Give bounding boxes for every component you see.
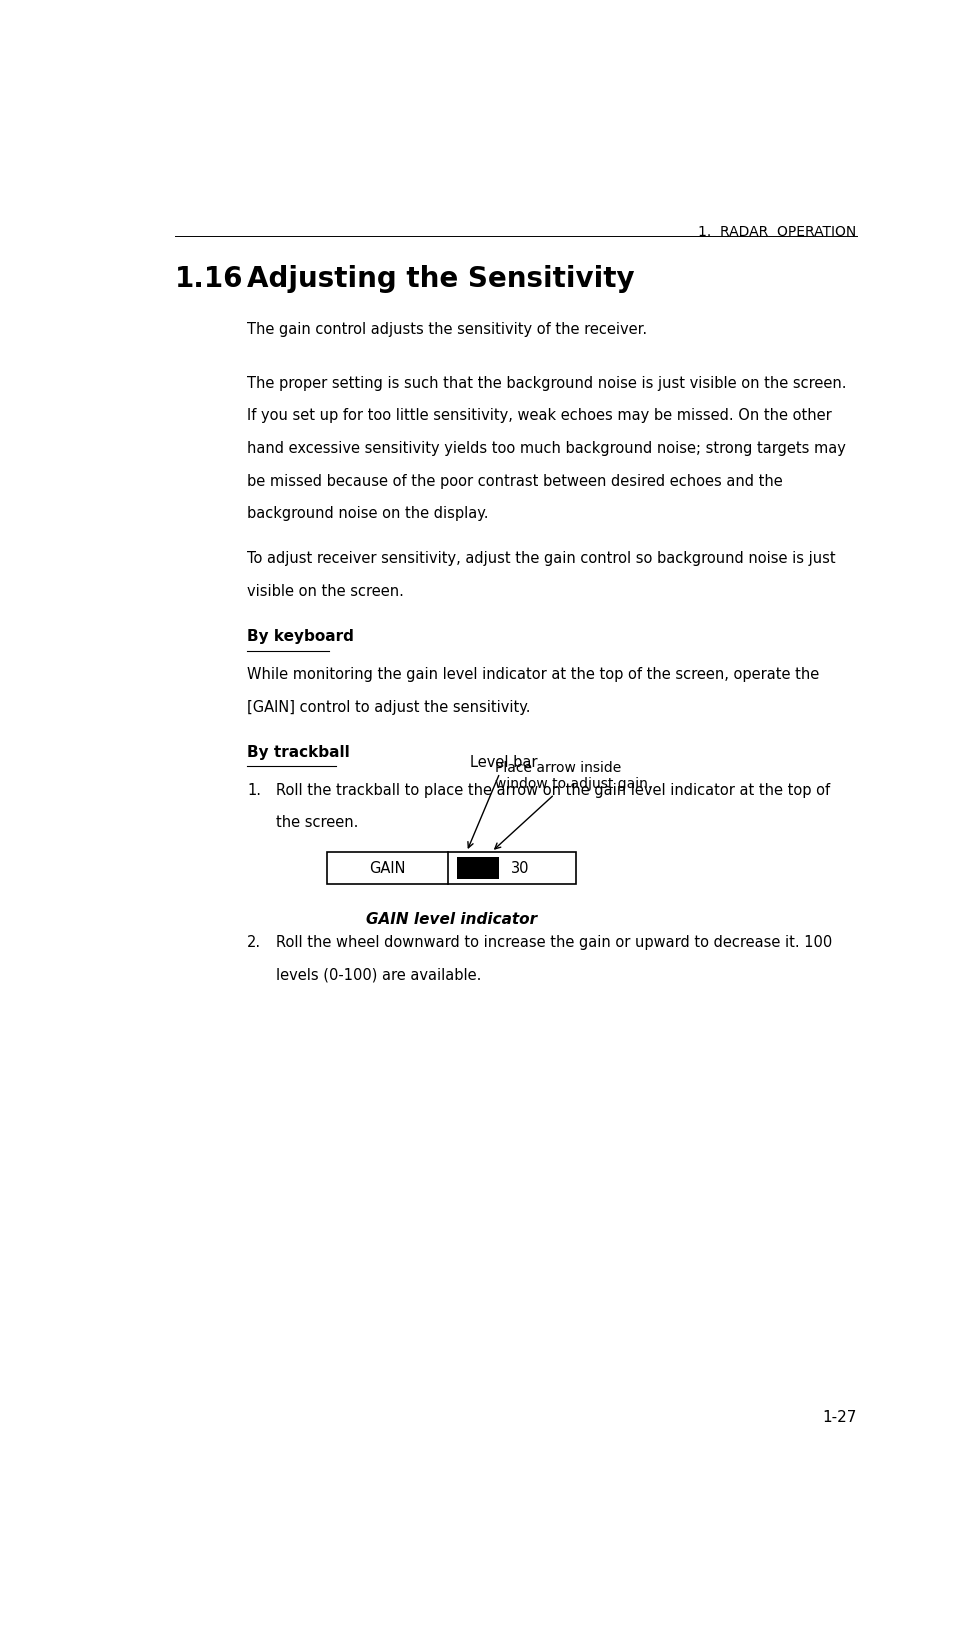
Text: hand excessive sensitivity yields too much background noise; strong targets may: hand excessive sensitivity yields too mu… [247,441,846,455]
Text: Adjusting the Sensitivity: Adjusting the Sensitivity [247,264,635,294]
Text: 1.  RADAR  OPERATION: 1. RADAR OPERATION [699,225,857,238]
Text: be missed because of the poor contrast between desired echoes and the: be missed because of the poor contrast b… [247,473,783,488]
Text: 1.: 1. [247,783,261,798]
Text: By trackball: By trackball [247,744,350,761]
Text: While monitoring the gain level indicator at the top of the screen, operate the: While monitoring the gain level indicato… [247,667,820,682]
Text: 1-27: 1-27 [823,1410,857,1425]
Text: If you set up for too little sensitivity, weak echoes may be missed. On the othe: If you set up for too little sensitivity… [247,408,831,423]
Text: 1.16: 1.16 [175,264,243,294]
Text: the screen.: the screen. [276,816,359,831]
Text: Level bar: Level bar [468,756,538,847]
Text: The proper setting is such that the background noise is just visible on the scre: The proper setting is such that the back… [247,375,846,390]
Text: GAIN: GAIN [369,860,405,876]
Text: background noise on the display.: background noise on the display. [247,506,488,521]
Bar [457,857,499,880]
Text: GAIN level indicator: GAIN level indicator [366,912,537,927]
Text: The gain control adjusts the sensitivity of the receiver.: The gain control adjusts the sensitivity… [247,322,647,336]
Text: Roll the wheel downward to increase the gain or upward to decrease it. 100: Roll the wheel downward to increase the … [276,935,832,950]
Bar [326,852,576,885]
Text: [GAIN] control to adjust the sensitivity.: [GAIN] control to adjust the sensitivity… [247,700,531,715]
Text: visible on the screen.: visible on the screen. [247,584,404,599]
Text: 30: 30 [511,860,530,876]
Text: Place arrow inside
window to adjust gain.: Place arrow inside window to adjust gain… [494,761,653,849]
Text: By keyboard: By keyboard [247,630,354,645]
Text: 2.: 2. [247,935,261,950]
Text: To adjust receiver sensitivity, adjust the gain control so background noise is j: To adjust receiver sensitivity, adjust t… [247,552,835,566]
Text: levels (0-100) are available.: levels (0-100) are available. [276,968,482,982]
Text: Roll the trackball to place the arrow on the gain level indicator at the top of: Roll the trackball to place the arrow on… [276,783,829,798]
